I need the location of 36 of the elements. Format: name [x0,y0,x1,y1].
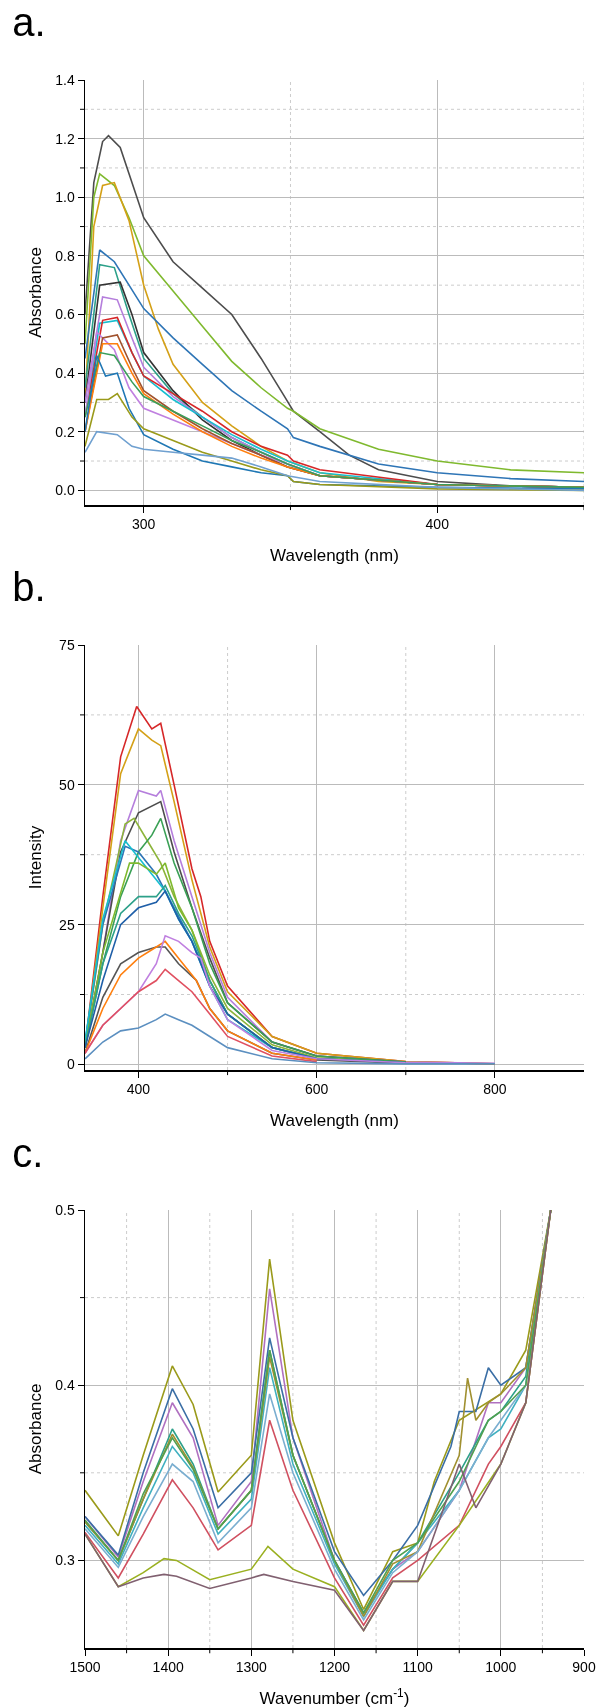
y-tick-label: 25 [59,916,75,933]
x-tick-label: 400 [126,1081,151,1098]
y-tick-label: 1.0 [55,189,75,206]
y-axis-title: Intensity [25,825,45,890]
y-axis-title: Absorbance [25,1383,45,1475]
y-tick-label: 0.0 [55,482,75,499]
chart-title: a. [12,0,46,45]
x-tick-label: 1300 [235,1659,268,1676]
y-tick-label: 1.2 [55,130,75,147]
x-tick-label: 900 [572,1659,596,1676]
y-tick-label: 0.8 [55,247,75,264]
y-tick-label: 1.4 [55,71,75,88]
x-tick-label: 400 [425,516,450,533]
x-tick-label: 1100 [402,1659,433,1676]
y-tick-label: 0.4 [55,365,75,381]
x-axis-title: Wavenumber (cm$^{-1}$) [259,1685,410,1708]
x-tick-label: 800 [483,1081,507,1098]
y-axis-title: Absorbance [25,247,45,338]
chart-title: c. [12,1130,44,1175]
x-tick-label: 1500 [69,1659,101,1676]
x-axis-title: Wavelength (nm) [270,546,399,565]
x-tick-label: 1400 [152,1659,184,1676]
y-tick-label: 0.5 [55,1201,75,1218]
x-tick-label: 600 [305,1081,329,1098]
y-tick-label: 75 [59,636,75,653]
x-tick-label: 1000 [485,1659,517,1676]
y-tick-label: 0 [66,1056,75,1073]
x-tick-label: 300 [132,516,156,533]
y-tick-label: 50 [59,776,75,793]
y-tick-label: 0.2 [55,423,75,440]
y-tick-label: 0.6 [55,306,75,323]
y-tick-label: 0.4 [55,1377,75,1394]
chart-title: b. [12,565,46,610]
y-tick-label: 0.3 [55,1552,75,1569]
x-axis-title: Wavelength (nm) [270,1111,399,1130]
x-tick-label: 1200 [318,1659,351,1676]
